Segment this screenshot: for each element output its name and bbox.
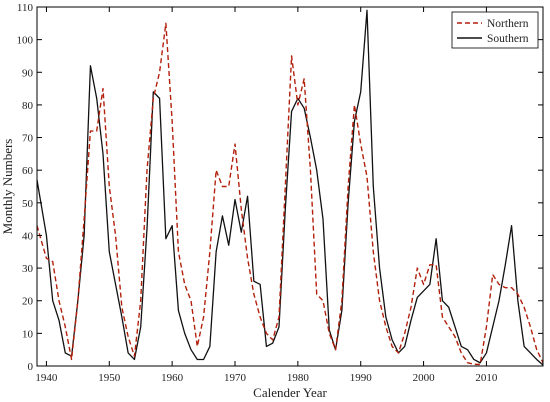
x-tick-label: 1990 <box>350 372 373 384</box>
plot-frame <box>36 6 544 367</box>
x-tick-label: 1970 <box>224 372 247 384</box>
y-tick-label: 10 <box>22 328 34 340</box>
legend: Northern Southern <box>451 11 539 49</box>
legend-label-northern: Northern <box>487 18 529 30</box>
x-tick-label: 1980 <box>287 372 310 384</box>
y-tick-label: 40 <box>22 230 34 242</box>
x-tick-label: 1950 <box>98 372 121 384</box>
y-axis: 0 10 20 30 40 50 60 70 80 90 100 110 <box>17 2 543 373</box>
series-layer <box>36 9 544 366</box>
y-tick-label: 70 <box>22 133 34 145</box>
x-tick-label: 2000 <box>413 372 436 384</box>
y-axis-title: Monthly Numbers <box>0 139 15 235</box>
y-tick-label: 30 <box>22 263 34 275</box>
y-tick-label: 50 <box>22 198 34 210</box>
y-tick-label: 60 <box>22 165 34 177</box>
y-tick-label: 90 <box>22 67 34 79</box>
y-tick-label: 110 <box>17 2 34 14</box>
y-tick-label: 0 <box>28 361 34 373</box>
series-line-northern <box>36 22 544 366</box>
x-tick-label: 1960 <box>161 372 184 384</box>
x-axis: 1940 1950 1960 1970 1980 1990 2000 2010 <box>35 7 498 384</box>
x-tick-label: 1940 <box>35 372 58 384</box>
legend-label-southern: Southern <box>487 33 529 45</box>
y-tick-label: 20 <box>22 296 34 308</box>
y-tick-label: 80 <box>22 100 34 112</box>
legend-box <box>451 11 539 49</box>
x-axis-title: Calender Year <box>253 385 327 400</box>
series-line-southern <box>36 9 544 366</box>
y-tick-label: 100 <box>17 35 34 47</box>
x-tick-label: 2010 <box>475 372 498 384</box>
